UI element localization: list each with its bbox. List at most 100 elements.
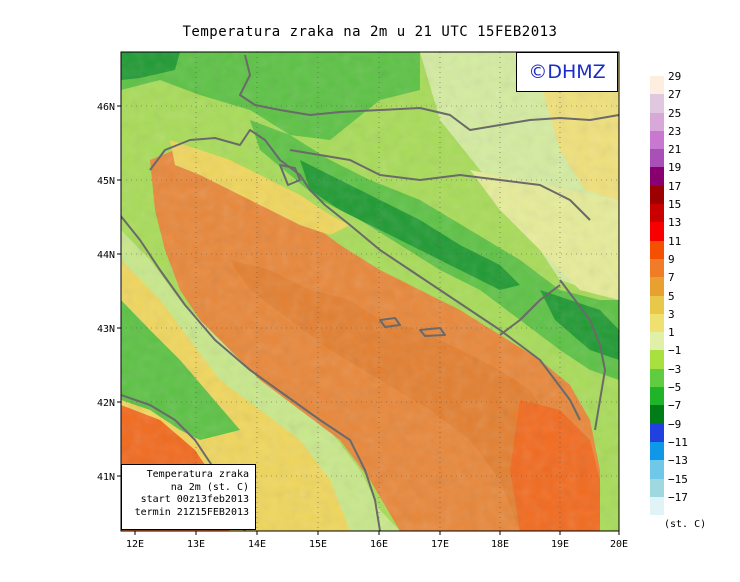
legend-row: −7 bbox=[650, 399, 740, 424]
legend-swatch bbox=[650, 478, 664, 497]
dhmz-logo: ©DHMZ bbox=[516, 52, 618, 92]
legend-label: −17 bbox=[668, 490, 688, 504]
color-legend: 29 27 25 23 21 19 17 15 13 11 9 7 5 3 1 −1 −3 −5 −7 −9 −11 −1… bbox=[650, 70, 740, 516]
legend-swatch bbox=[650, 130, 664, 150]
legend-label: 25 bbox=[668, 106, 682, 120]
legend-swatch bbox=[650, 277, 664, 296]
legend-label: 13 bbox=[668, 216, 682, 230]
info-line: Temperatura zraka bbox=[146, 469, 249, 480]
legend-row: −15 bbox=[650, 473, 740, 497]
legend-label: −11 bbox=[668, 435, 688, 449]
legend-row: −9 bbox=[650, 418, 740, 442]
legend-label: 11 bbox=[668, 234, 682, 248]
legend-row: 3 bbox=[650, 308, 740, 333]
legend-row: −17 bbox=[650, 491, 740, 516]
legend-row: 19 bbox=[650, 161, 740, 186]
legend-row: 1 bbox=[650, 326, 740, 351]
legend-label: 1 bbox=[668, 326, 675, 340]
map-title: Temperatura zraka na 2m u 21 UTC 15FEB20… bbox=[182, 24, 558, 40]
legend-row: −13 bbox=[650, 454, 740, 479]
legend-row: −11 bbox=[650, 436, 740, 461]
legend-label: 5 bbox=[668, 289, 675, 303]
legend-swatch bbox=[650, 350, 664, 369]
legend-row: −1 bbox=[650, 344, 740, 369]
legend-swatch bbox=[650, 112, 664, 131]
legend-row: −5 bbox=[650, 381, 740, 406]
legend-label: −9 bbox=[668, 417, 682, 431]
legend-swatch bbox=[650, 496, 664, 516]
lat-tick: 44N bbox=[97, 250, 115, 261]
info-line: start 00z13feb2013 bbox=[140, 494, 249, 505]
info-line: na 2m (st. C) bbox=[170, 481, 249, 493]
legend-row: 27 bbox=[650, 88, 740, 113]
legend-swatch bbox=[650, 295, 664, 314]
legend-swatch bbox=[650, 313, 664, 333]
legend-swatch bbox=[650, 204, 664, 223]
lon-tick: 18E bbox=[491, 539, 509, 550]
legend-swatch bbox=[650, 332, 664, 351]
legend-label: 23 bbox=[668, 124, 682, 138]
legend-label: 15 bbox=[668, 198, 682, 212]
map-frame bbox=[120, 51, 620, 532]
legend-label: −15 bbox=[668, 472, 688, 486]
lat-tick: 43N bbox=[97, 324, 115, 335]
legend-label: 21 bbox=[668, 143, 682, 157]
legend-label: −3 bbox=[668, 362, 682, 376]
legend-swatch bbox=[650, 240, 664, 259]
legend-row: 11 bbox=[650, 235, 740, 259]
lat-tick: 45N bbox=[97, 176, 115, 187]
info-line: termin 21Z15FEB2013 bbox=[134, 506, 249, 518]
lon-tick: 13E bbox=[187, 539, 205, 550]
legend-label: 3 bbox=[668, 307, 675, 321]
lon-tick: 15E bbox=[309, 539, 327, 550]
legend-label: 19 bbox=[668, 161, 682, 175]
legend-swatch bbox=[650, 222, 664, 241]
legend-row: 9 bbox=[650, 253, 740, 278]
lon-tick: 16E bbox=[370, 539, 388, 550]
legend-label: −1 bbox=[668, 344, 682, 358]
legend-row: 29 bbox=[650, 70, 740, 95]
legend-row: 21 bbox=[650, 143, 740, 168]
legend-label: −7 bbox=[668, 399, 682, 413]
legend-swatch bbox=[650, 460, 664, 479]
legend-row: 23 bbox=[650, 125, 740, 150]
legend-label: −13 bbox=[668, 454, 688, 468]
legend-swatch bbox=[650, 94, 664, 113]
lat-tick: 46N bbox=[97, 102, 115, 113]
legend-row: 5 bbox=[650, 290, 740, 314]
coastline bbox=[121, 54, 619, 531]
lat-tick: 41N bbox=[97, 472, 115, 483]
lon-tick: 20E bbox=[610, 539, 628, 550]
legend-label: 27 bbox=[668, 88, 682, 102]
legend-row: 25 bbox=[650, 107, 740, 131]
legend-swatch bbox=[650, 258, 664, 278]
legend-label: 9 bbox=[668, 252, 675, 266]
legend-row: 17 bbox=[650, 180, 740, 205]
lon-tick: 14E bbox=[248, 539, 266, 550]
legend-label: 17 bbox=[668, 179, 682, 193]
legend-label: 29 bbox=[668, 70, 682, 83]
legend-row: 15 bbox=[650, 198, 740, 223]
legend-row: 13 bbox=[650, 216, 740, 241]
legend-swatch bbox=[650, 368, 664, 388]
lon-tick: 12E bbox=[126, 539, 144, 550]
legend-swatch bbox=[650, 149, 664, 168]
info-box: Temperatura zraka na 2m (st. C) start 00… bbox=[121, 464, 256, 530]
legend-row: 7 bbox=[650, 271, 740, 296]
legend-swatch bbox=[650, 423, 664, 442]
legend-units: (st. C) bbox=[664, 519, 707, 530]
legend-swatch bbox=[650, 405, 664, 424]
legend-swatch bbox=[650, 167, 664, 186]
map-field bbox=[121, 52, 619, 531]
lon-tick: 17E bbox=[431, 539, 449, 550]
lon-tick: 19E bbox=[551, 539, 569, 550]
legend-row: −3 bbox=[650, 363, 740, 388]
lat-tick: 42N bbox=[97, 398, 115, 409]
legend-label: −5 bbox=[668, 381, 682, 395]
legend-swatch bbox=[650, 76, 664, 95]
legend-label: 7 bbox=[668, 271, 675, 285]
legend-swatch bbox=[650, 185, 664, 205]
legend-swatch bbox=[650, 387, 664, 406]
legend-swatch bbox=[650, 441, 664, 461]
